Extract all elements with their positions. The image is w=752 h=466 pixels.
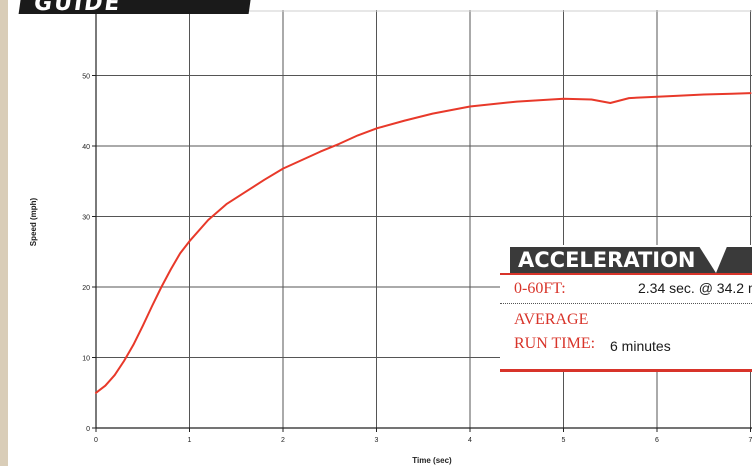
- chart-ticks: 0 1 2 3 4 5 6 7 0 10 20 30 40 50: [82, 74, 752, 445]
- y-tick-label: 50: [82, 74, 90, 81]
- data-point: [562, 98, 565, 100]
- chart-axes: [92, 10, 752, 432]
- data-point: [104, 385, 106, 387]
- data-point: [123, 360, 125, 362]
- data-point: [357, 134, 359, 137]
- data-point: [207, 219, 209, 221]
- data-point: [590, 98, 593, 101]
- x-tick-label: 4: [468, 437, 472, 444]
- panel-title-bar: [716, 247, 752, 273]
- category-tab: GUIDE: [18, 0, 252, 14]
- data-point: [609, 102, 611, 104]
- data-point: [656, 96, 658, 98]
- data-point: [675, 95, 677, 97]
- x-tick-label: 0: [94, 437, 98, 444]
- y-tick-label: 20: [82, 285, 90, 292]
- y-tick-label: 10: [82, 356, 90, 363]
- data-point: [282, 167, 284, 170]
- x-axis-label: Time (sec): [412, 456, 452, 465]
- data-point: [319, 151, 321, 153]
- x-tick-label: 3: [375, 437, 379, 444]
- x-tick-label: 5: [562, 437, 566, 444]
- data-point: [301, 159, 303, 161]
- data-point: [142, 325, 144, 327]
- stat-label: RUN TIME:: [514, 335, 596, 352]
- chart-series: [95, 92, 752, 394]
- data-point: [263, 179, 265, 181]
- data-point: [170, 268, 172, 270]
- data-point: [628, 97, 630, 99]
- data-point: [338, 143, 340, 145]
- stat-value: 6 minutes: [610, 338, 671, 354]
- data-point: [226, 203, 228, 205]
- data-point: [749, 92, 752, 94]
- panel-bottom-rule: [500, 369, 752, 372]
- panel-title: ACCELERATION: [510, 247, 716, 273]
- data-point: [132, 344, 134, 346]
- data-point: [516, 100, 518, 103]
- data-point: [188, 240, 191, 242]
- data-point: [179, 252, 181, 254]
- acceleration-panel: ACCELERATION 0-60FT: 2.34 sec. @ 34.2 mp…: [500, 245, 752, 372]
- stat-value: 2.34 sec. @ 34.2 mph: [638, 280, 752, 296]
- x-tick-label: 1: [188, 437, 192, 444]
- data-point: [95, 392, 97, 394]
- data-point: [160, 286, 163, 288]
- data-point: [151, 305, 153, 307]
- data-point: [375, 127, 378, 129]
- data-point: [114, 374, 116, 376]
- data-point: [703, 93, 705, 96]
- stat-label: 0-60FT:: [514, 280, 566, 297]
- stat-label: AVERAGE: [514, 311, 589, 328]
- data-point: [245, 191, 247, 193]
- x-tick-label: 2: [281, 437, 285, 444]
- data-point: [432, 112, 434, 115]
- left-margin-strip: [0, 0, 8, 466]
- y-tick-label: 0: [86, 426, 90, 433]
- data-point: [469, 105, 471, 108]
- data-point: [731, 93, 733, 95]
- data-point: [403, 120, 406, 122]
- y-tick-label: 40: [82, 144, 90, 151]
- x-tick-label: 6: [655, 437, 659, 444]
- chart-grid: [96, 10, 752, 428]
- dotted-divider: [500, 303, 752, 304]
- x-tick-label: 7: [749, 437, 752, 444]
- series-line: [95, 92, 752, 394]
- y-axis-label: Speed (mph): [29, 197, 38, 246]
- panel-divider: [500, 273, 752, 275]
- y-tick-label: 30: [82, 215, 90, 222]
- category-tab-label: GUIDE: [32, 0, 124, 14]
